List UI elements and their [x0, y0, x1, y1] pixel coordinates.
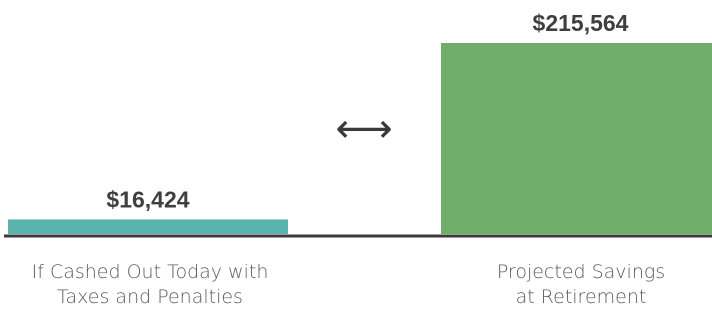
category-label-cashed-out: If Cashed Out Today with Taxes and Penal…	[31, 261, 269, 308]
bar-cashed-out	[8, 219, 288, 234]
double-arrow-icon: ⟷	[335, 106, 392, 152]
bar-retirement	[441, 43, 712, 234]
value-label-retirement: $215,564	[533, 10, 629, 36]
category-label-retirement: Projected Savings at Retirement	[496, 261, 666, 308]
value-label-cashed-out: $16,424	[106, 186, 189, 212]
value-labels-group: $16,424 $215,564	[106, 10, 628, 212]
bars-group	[8, 43, 712, 234]
